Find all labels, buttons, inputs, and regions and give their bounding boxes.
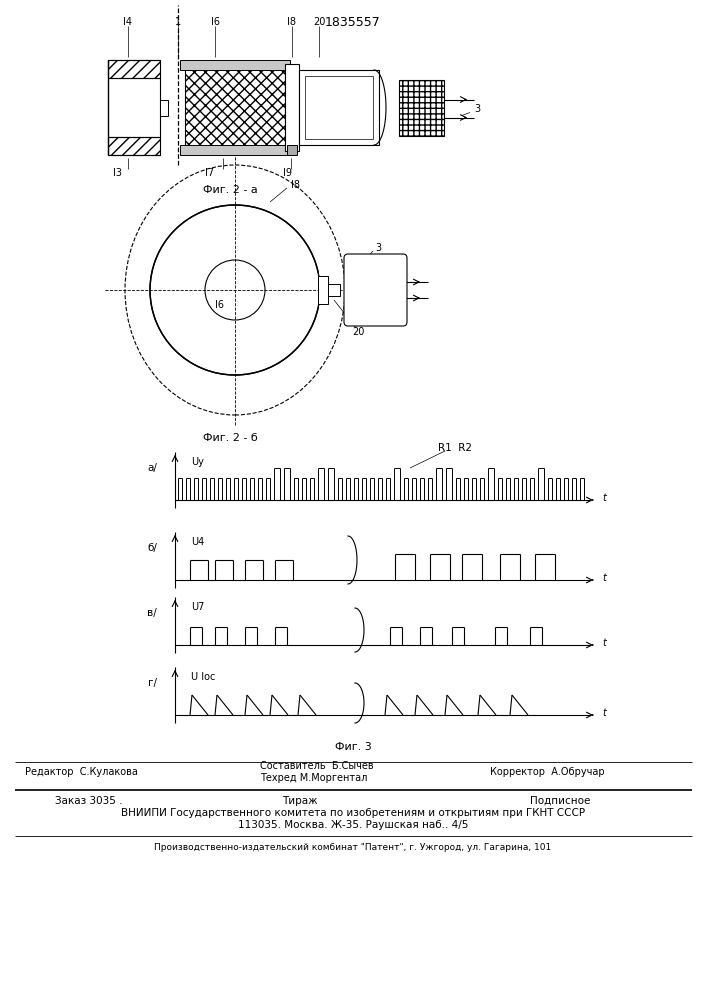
Text: t: t [602, 573, 606, 583]
Text: в/: в/ [147, 608, 157, 618]
Bar [399, 80, 444, 135]
Text: 1835557: 1835557 [325, 15, 381, 28]
Bar [185, 68, 285, 147]
Text: а/: а/ [147, 463, 157, 473]
Text: I8: I8 [288, 17, 296, 27]
Text: I9: I9 [284, 168, 293, 178]
Text: U4: U4 [191, 537, 204, 547]
Text: 20: 20 [352, 327, 364, 337]
Text: ВНИИПИ Государственного комитета по изобретениям и открытиям при ГКНТ СССР: ВНИИПИ Государственного комитета по изоб… [121, 808, 585, 818]
Text: R1  R2: R1 R2 [438, 443, 472, 453]
Text: Составитель  Б.Сычев: Составитель Б.Сычев [260, 761, 373, 771]
Bar [285, 64, 299, 151]
Text: Фиг. 3: Фиг. 3 [334, 742, 371, 752]
Text: Корректор  А.Обручар: Корректор А.Обручар [490, 767, 604, 777]
Text: 20: 20 [312, 17, 325, 27]
Text: Редактор  С.Кулакова: Редактор С.Кулакова [25, 767, 138, 777]
Bar [305, 76, 373, 139]
Text: Uy: Uy [191, 457, 204, 467]
Bar [328, 284, 340, 296]
Text: I4: I4 [124, 17, 132, 27]
Text: I6: I6 [216, 300, 225, 310]
Bar [299, 70, 379, 145]
Bar [287, 145, 297, 155]
Text: I6: I6 [211, 17, 219, 27]
Bar [180, 60, 290, 70]
Text: t: t [602, 638, 606, 648]
Text: t: t [602, 493, 606, 503]
Text: 3: 3 [375, 243, 381, 253]
Bar [180, 145, 290, 155]
Text: б/: б/ [147, 543, 157, 553]
Text: 3: 3 [474, 104, 480, 114]
Text: Заказ 3035 .: Заказ 3035 . [55, 796, 122, 806]
Text: Фиг. 2 - б: Фиг. 2 - б [203, 433, 257, 443]
Bar [160, 100, 168, 115]
Text: U7: U7 [191, 602, 204, 612]
Text: 113035. Москва. Ж-35. Раушская наб.. 4/5: 113035. Москва. Ж-35. Раушская наб.. 4/5 [238, 820, 468, 830]
Bar [108, 60, 160, 78]
Text: Фиг. 2 - а: Фиг. 2 - а [203, 185, 257, 195]
Text: 1: 1 [175, 17, 181, 27]
Bar [108, 137, 160, 155]
Text: I8: I8 [291, 180, 300, 190]
Text: I7: I7 [206, 168, 214, 178]
FancyBboxPatch shape [344, 254, 407, 326]
Text: Подписное: Подписное [530, 796, 590, 806]
Bar [318, 276, 328, 304]
Text: Производственно-издательский комбинат "Патент", г. Ужгород, ул. Гагарина, 101: Производственно-издательский комбинат "П… [154, 844, 551, 852]
Text: t: t [602, 708, 606, 718]
Text: Техред М.Моргентал: Техред М.Моргентал [260, 773, 368, 783]
Text: U Ioc: U Ioc [191, 672, 216, 682]
Text: г/: г/ [148, 678, 157, 688]
Text: I3: I3 [114, 168, 122, 178]
Text: Тираж: Тираж [282, 796, 318, 806]
